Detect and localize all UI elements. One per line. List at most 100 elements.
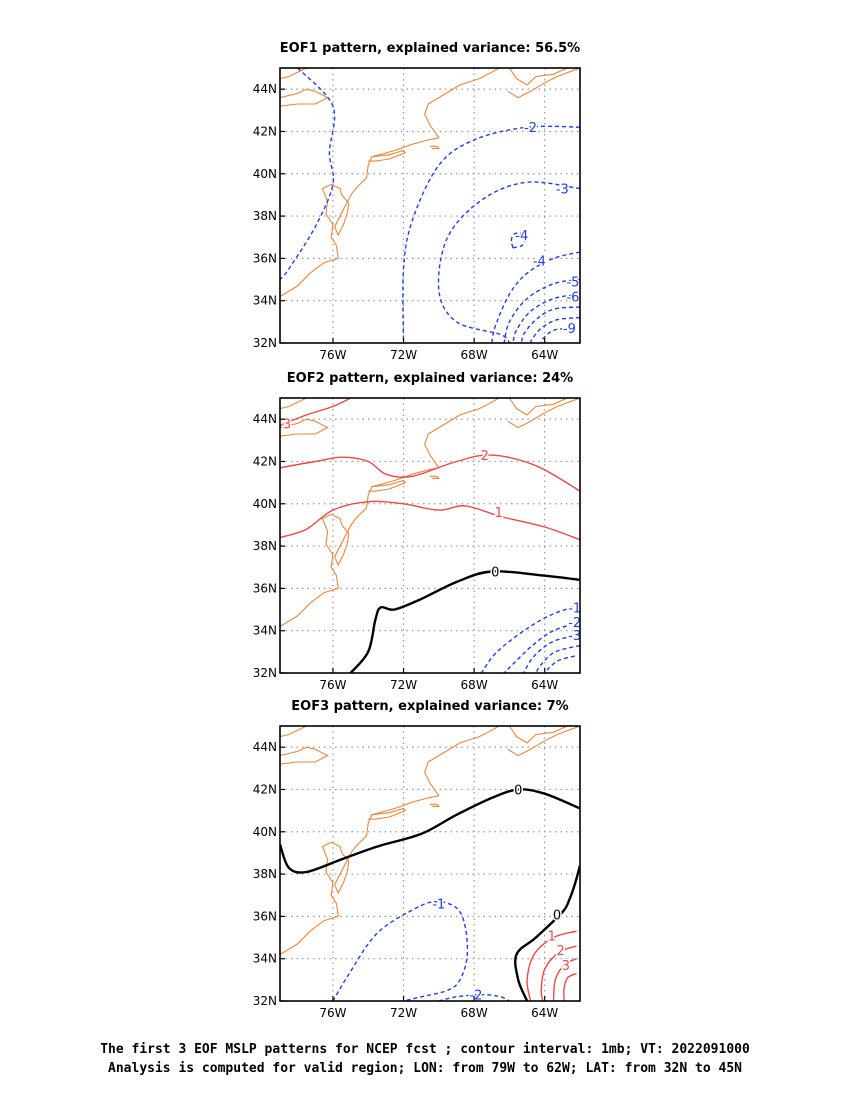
y-tick-label: 44N [253, 82, 277, 96]
y-tick-label: 40N [253, 167, 277, 181]
y-tick-label: 32N [253, 994, 277, 1008]
panel-frame [279, 725, 581, 1002]
x-tick-label: 68W [461, 678, 488, 692]
x-tick-label: 76W [319, 678, 346, 692]
coastline [280, 726, 307, 738]
contour-line [552, 958, 577, 1001]
contour-line [280, 788, 580, 874]
coastline [368, 807, 407, 820]
y-tick-label: 34N [253, 294, 277, 308]
coastline [430, 145, 440, 149]
x-tick-label: 72W [390, 678, 417, 692]
y-tick-label: 36N [253, 251, 277, 265]
panel-plot-area: 0 0 -1 -2 123 [280, 726, 580, 1004]
contour-label: 0 [514, 783, 522, 798]
contour-label: 2 [556, 944, 564, 959]
contour-label: 2 [481, 449, 489, 464]
coastline [430, 803, 440, 807]
y-tick-label: 40N [253, 825, 277, 839]
panel-title: EOF1 pattern, explained variance: 56.5% [280, 41, 580, 56]
coastline [280, 418, 329, 437]
coastline [508, 398, 568, 416]
coastline [280, 88, 329, 107]
contour-line [332, 900, 469, 1001]
contour-label: 1 [495, 506, 503, 521]
y-tick-label: 32N [253, 336, 277, 350]
figure-caption-line2: Analysis is computed for valid region; L… [108, 1061, 742, 1076]
contour-line [437, 181, 580, 343]
coastline [508, 68, 568, 86]
coastline [507, 398, 580, 429]
x-tick-label: 64W [531, 1006, 558, 1020]
y-tick-label: 34N [253, 952, 277, 966]
coastline [280, 726, 500, 955]
y-tick-label: 32N [253, 666, 277, 680]
y-tick-label: 38N [253, 209, 277, 223]
y-tick-label: 42N [253, 124, 277, 138]
contour-line [535, 644, 580, 673]
contour-line [540, 945, 577, 1001]
eof2-panel: EOF2 pattern, explained variance: 24% 3 2 1… [253, 371, 581, 692]
coastline [508, 726, 568, 744]
contour-label: -6 [566, 290, 579, 305]
coastline [368, 149, 407, 162]
contour-line [503, 278, 580, 343]
x-tick-label: 68W [461, 1006, 488, 1020]
contour-line [280, 398, 351, 427]
contour-label: -2 [568, 616, 581, 631]
contour-label: -4 [515, 229, 528, 244]
coastline [507, 68, 580, 99]
eof-figure: EOF1 pattern, explained variance: 56.5% -… [253, 41, 581, 1020]
x-tick-label: 72W [390, 348, 417, 362]
figure-caption-line1: The first 3 EOF MSLP patterns for NCEP f… [100, 1042, 750, 1057]
panel-frame [279, 397, 581, 674]
y-tick-label: 40N [253, 497, 277, 511]
contour-line [510, 232, 527, 249]
coastline [368, 479, 407, 492]
y-tick-label: 44N [253, 740, 277, 754]
y-tick-label: 44N [253, 412, 277, 426]
y-tick-label: 36N [253, 581, 277, 595]
contour-line [540, 327, 572, 343]
contour-label: -1 [568, 601, 581, 616]
contour-label: 0 [553, 908, 561, 923]
panel-plot-area: -2 -3 -4 -4 -5-6 -9 [280, 68, 580, 343]
contour-label: -2 [469, 989, 482, 1004]
contour-label: -2 [524, 121, 537, 136]
panel-title: EOF3 pattern, explained variance: 7% [291, 699, 568, 714]
coastline [280, 68, 307, 80]
contour-label: -4 [533, 255, 546, 270]
contour-label: -1 [432, 898, 445, 913]
y-tick-label: 34N [253, 624, 277, 638]
x-tick-label: 64W [531, 348, 558, 362]
coastline [280, 746, 329, 765]
contour-line [522, 634, 580, 673]
contour-line [545, 655, 575, 673]
coastline [507, 726, 580, 757]
x-tick-label: 68W [461, 348, 488, 362]
y-tick-label: 42N [253, 782, 277, 796]
contour-line [438, 993, 510, 1001]
contour-line [280, 454, 580, 492]
contour-label: -3 [568, 629, 581, 644]
contour-line [529, 316, 580, 343]
x-tick-label: 76W [319, 348, 346, 362]
x-tick-label: 64W [531, 678, 558, 692]
contour-line [563, 972, 577, 1001]
panel-plot-area: 3 2 1 0 -1-2-3 [280, 398, 581, 673]
panel-frame [279, 67, 581, 344]
coastline [280, 398, 500, 627]
contour-label: 1 [548, 929, 556, 944]
contour-label: 3 [562, 959, 570, 974]
panel-title: EOF2 pattern, explained variance: 24% [287, 371, 573, 386]
contour-label: 3 [283, 417, 291, 432]
contour-line [521, 306, 580, 343]
y-tick-label: 38N [253, 867, 277, 881]
contour-line [280, 68, 336, 280]
coastline [430, 475, 440, 479]
x-tick-label: 72W [390, 1006, 417, 1020]
contour-line [526, 930, 577, 1001]
contour-label: -3 [556, 183, 569, 198]
y-tick-label: 42N [253, 454, 277, 468]
coastline [280, 398, 307, 410]
